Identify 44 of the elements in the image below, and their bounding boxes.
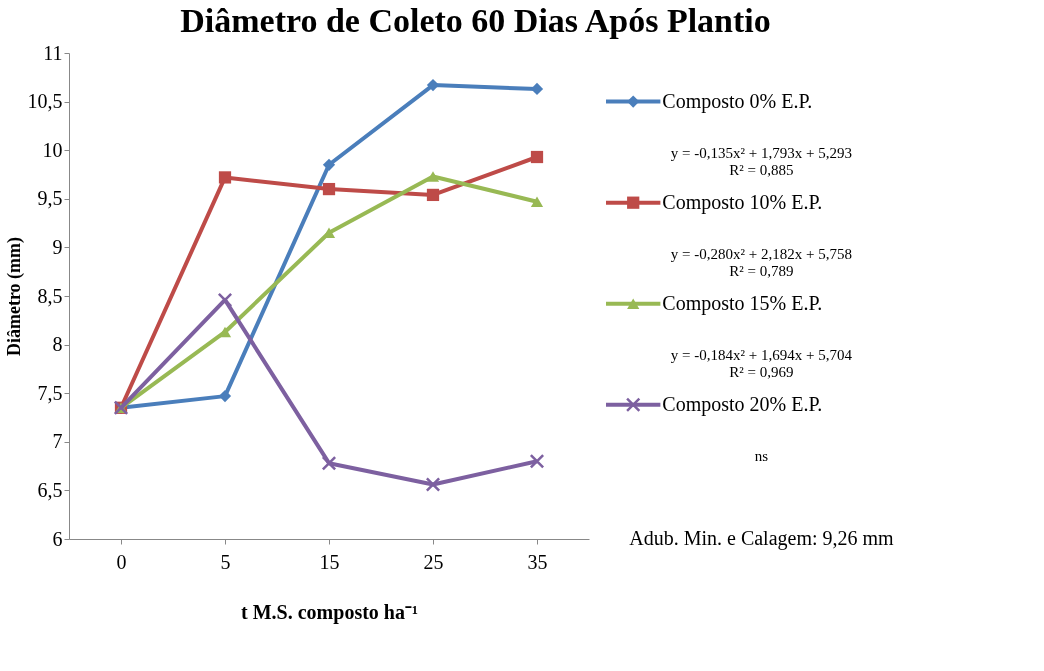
x-tick-label: 5	[220, 550, 231, 573]
point	[426, 78, 440, 92]
point	[218, 389, 232, 403]
y-tick-label: 11	[43, 41, 63, 64]
y-tick-label: 6,5	[37, 478, 63, 501]
point	[530, 196, 544, 208]
legend-label: Composto 15% E.P.	[662, 291, 823, 315]
y-tick-label: 10,5	[27, 90, 63, 113]
text: Adub. Min. e Calagem: 9,26 mm	[629, 527, 895, 550]
point	[322, 158, 336, 171]
y-tick-label: 8,5	[37, 284, 63, 307]
point	[321, 455, 337, 471]
legend-label: Composto 10% E.P.	[662, 190, 823, 214]
x-tick-label: 25	[423, 550, 444, 573]
y-tick-label: 7	[52, 430, 63, 453]
point	[530, 82, 544, 96]
point	[218, 326, 232, 338]
point	[218, 171, 232, 184]
text: y = -0,135x² + 1,793x + 5,293 R² = 0,885	[670, 145, 852, 179]
x-axis-title: t M.S. composto ha⁻¹	[241, 600, 418, 624]
point	[530, 150, 544, 164]
point	[217, 292, 233, 308]
y-tick-label: 7,5	[37, 381, 63, 404]
point	[426, 188, 440, 202]
y-tick-label: 8	[52, 333, 63, 356]
y-tick-label: 10	[42, 138, 63, 161]
text: ns	[754, 448, 769, 465]
chart-title: Diâmetro de Coleto 60 Dias Após Plantio	[180, 2, 771, 39]
legend-label: Composto 20% E.P.	[662, 392, 823, 416]
y-tick-label: 9	[52, 235, 63, 258]
y-axis-title: Diâmetro (mm)	[3, 236, 25, 357]
y-tick-label: 6	[52, 527, 63, 550]
x-tick-label: 15	[319, 550, 340, 573]
point	[322, 182, 336, 196]
legend-label: Composto 0% E.P.	[662, 89, 813, 113]
x-tick-label: 35	[527, 550, 548, 573]
point	[426, 171, 440, 182]
text: y = -0,280x² + 2,182x + 5,758 R² = 0,789	[670, 246, 852, 280]
point	[425, 477, 441, 492]
y-tick-label: 9,5	[37, 187, 63, 210]
x-tick-label: 0	[116, 550, 127, 573]
point	[322, 227, 336, 239]
text: y = -0,184x² + 1,694x + 5,704 R² = 0,969	[670, 347, 853, 381]
point	[529, 453, 545, 469]
